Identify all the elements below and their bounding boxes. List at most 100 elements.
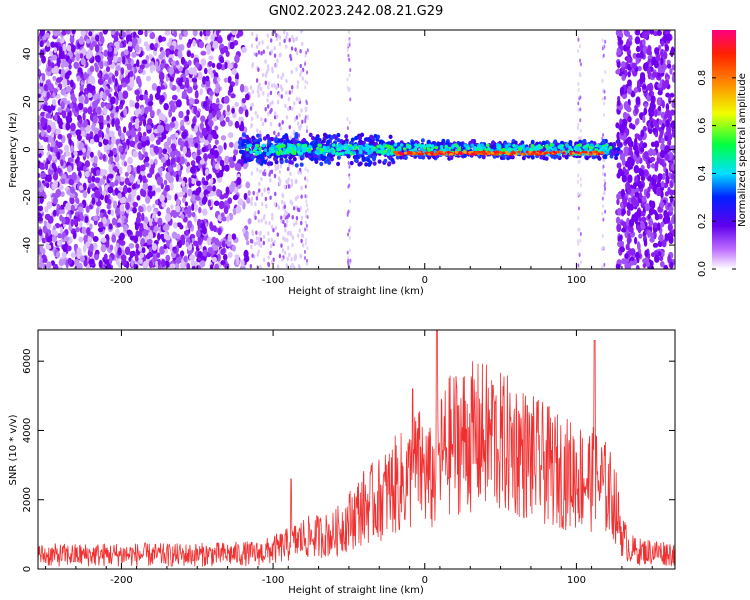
noise-dot — [60, 191, 65, 198]
noise-dot — [51, 162, 56, 169]
noise-dot — [274, 111, 277, 116]
noise-dot — [664, 153, 670, 161]
noise-dot — [251, 62, 255, 67]
signal-dot — [288, 155, 293, 161]
noise-dot — [200, 58, 207, 67]
noise-dot — [68, 63, 72, 70]
noise-dot — [660, 149, 665, 159]
signal-dot — [426, 139, 431, 145]
noise-dot — [273, 173, 277, 179]
noise-dot — [273, 115, 277, 120]
noise-dot — [626, 209, 631, 217]
noise-dot — [217, 227, 222, 236]
noise-dot — [78, 95, 84, 104]
noise-dot — [99, 63, 104, 70]
noise-dot — [181, 131, 188, 140]
noise-dot — [46, 236, 53, 243]
noise-dot — [283, 204, 287, 210]
noise-dot — [275, 33, 278, 38]
noise-dot — [627, 174, 633, 183]
noise-dot — [126, 229, 132, 235]
noise-dot — [633, 236, 638, 245]
noise-dot — [227, 233, 232, 242]
noise-dot — [296, 80, 300, 85]
noise-dot — [304, 241, 307, 246]
noise-dot — [38, 235, 42, 243]
noise-dot — [306, 214, 309, 219]
noise-dot — [277, 205, 281, 210]
noise-dot — [299, 254, 303, 259]
noise-dot — [97, 72, 102, 78]
signal-dot — [616, 142, 621, 148]
noise-dot — [55, 189, 62, 198]
noise-dot — [273, 202, 277, 207]
noise-dot — [306, 246, 309, 251]
noise-dot — [89, 65, 95, 73]
noise-dot — [139, 222, 144, 232]
noise-dot — [667, 30, 671, 34]
noise-dot — [78, 236, 84, 243]
noise-dot — [119, 204, 125, 212]
noise-dot — [278, 92, 281, 97]
noise-dot — [56, 151, 61, 160]
noise-dot — [62, 43, 67, 52]
noise-dot — [190, 177, 196, 184]
noise-dot — [271, 66, 274, 72]
noise-dot — [118, 84, 123, 90]
noise-dot — [141, 247, 146, 254]
noise-dot — [652, 127, 658, 133]
noise-dot — [191, 77, 198, 83]
noise-dot — [127, 41, 133, 47]
noise-dot — [348, 228, 351, 233]
noise-dot — [271, 100, 274, 105]
noise-dot — [97, 227, 104, 233]
noise-dot — [66, 44, 72, 52]
noise-dot — [280, 94, 283, 99]
noise-dot — [667, 254, 671, 264]
noise-dot — [578, 44, 581, 49]
noise-dot — [105, 66, 111, 72]
noise-dot — [220, 260, 226, 266]
noise-dot — [175, 173, 179, 182]
noise-dot — [72, 96, 77, 103]
noise-dot — [138, 115, 144, 122]
noise-dot — [306, 178, 309, 183]
noise-dot — [67, 257, 73, 265]
noise-dot — [198, 162, 202, 169]
noise-dot — [660, 221, 665, 228]
noise-dot — [171, 94, 178, 101]
noise-dot — [220, 135, 227, 141]
noise-dot — [280, 215, 283, 220]
noise-dot — [78, 262, 83, 269]
noise-dot — [132, 201, 138, 208]
signal-dot — [368, 160, 373, 165]
noise-dot — [151, 83, 158, 91]
noise-dot — [266, 33, 270, 38]
noise-dot — [97, 129, 103, 138]
noise-dot — [642, 142, 648, 149]
noise-dot — [141, 135, 147, 142]
signal-dot — [299, 162, 304, 167]
noise-dot — [623, 146, 629, 155]
noise-dot — [653, 250, 659, 256]
noise-dot — [635, 53, 641, 58]
noise-dot — [304, 256, 307, 261]
noise-dot — [92, 235, 99, 242]
noise-dot — [235, 205, 242, 214]
noise-dot — [220, 212, 225, 218]
noise-dot — [111, 217, 117, 226]
noise-dot — [105, 126, 110, 134]
signal-dot — [458, 142, 463, 147]
noise-dot — [117, 247, 122, 256]
signal-dot — [330, 134, 335, 140]
noise-dot — [51, 54, 58, 61]
noise-dot — [208, 112, 213, 121]
noise-dot — [223, 77, 229, 83]
noise-dot — [200, 222, 206, 230]
noise-dot — [82, 112, 86, 121]
noise-dot — [39, 257, 43, 263]
noise-dot — [228, 156, 234, 164]
noise-dot — [270, 107, 273, 113]
noise-dot — [169, 80, 173, 89]
noise-dot — [296, 121, 300, 126]
